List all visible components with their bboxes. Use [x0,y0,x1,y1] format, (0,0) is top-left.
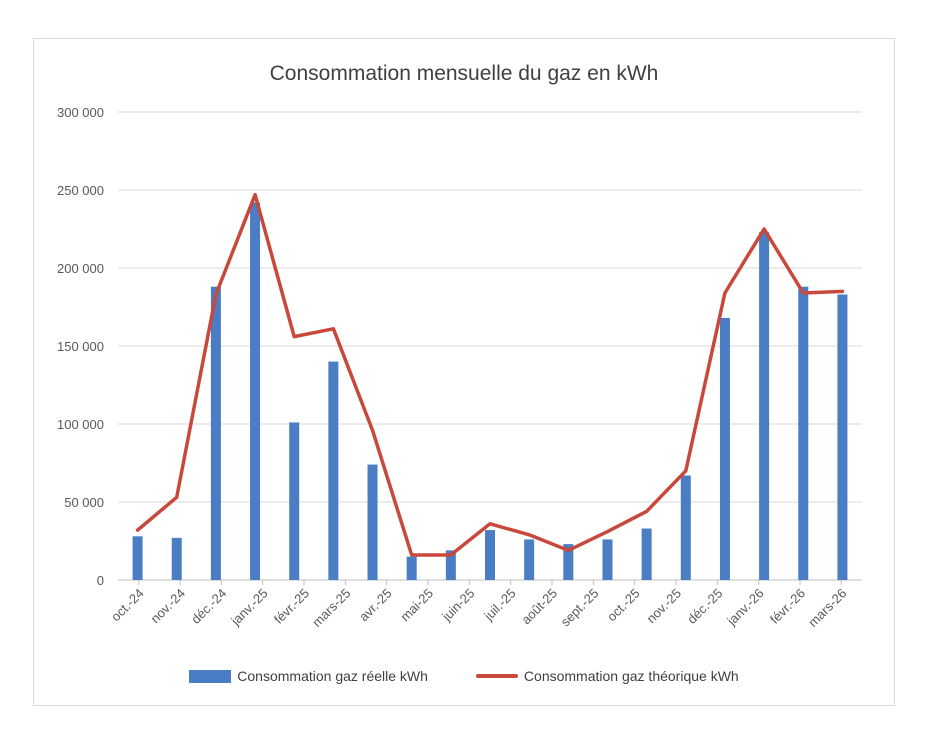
x-tick-label: oct.-24 [108,586,147,625]
x-tick-label: nov.-25 [644,586,685,627]
bar [367,464,378,580]
x-tick-label: oct.-25 [604,586,643,625]
chart-frame: Consommation mensuelle du gaz en kWh 0 50… [33,38,895,706]
legend: Consommation gaz réelle kWh Consommation… [34,668,894,684]
y-tick-label: 300 000 [57,105,104,120]
x-tick-label: déc.-25 [684,586,725,627]
legend-label-theorique: Consommation gaz théorique kWh [523,668,739,684]
bar [328,361,339,580]
y-tick-label: 0 [97,573,104,588]
line-series-theorique [135,192,845,557]
x-tick-label: mars-25 [309,586,353,630]
x-tick-label: nov.-24 [148,586,189,627]
legend-swatch-bar [189,669,232,683]
bar [406,556,417,580]
x-tick-label: janv.-26 [723,586,766,629]
x-tick-label: déc.-24 [188,586,229,627]
bar [445,550,456,580]
x-tick-label: sept.-25 [558,586,602,630]
bar [563,544,574,580]
x-tick-label: févr.-26 [767,586,808,627]
y-tick-label: 150 000 [57,339,104,354]
bar [641,528,652,580]
bar [719,317,730,580]
x-tick-label: janv.-25 [227,586,270,629]
x-tick-label: juil.-25 [480,586,518,624]
bar [171,537,182,580]
legend-item-reelle: Consommation gaz réelle kWh [189,668,428,684]
legend-item-theorique: Consommation gaz théorique kWh [475,668,739,684]
chart-plot: 0 50 000 100 000 150 000 200 000 250 000 300 0… [57,105,862,630]
y-tick-label: 50 000 [64,495,104,510]
x-tick-label: avr.-25 [356,586,395,625]
chart-title: Consommation mensuelle du gaz en kWh [269,62,659,85]
x-tick-label: août-25 [518,586,560,628]
bar [485,530,495,580]
legend-label-reelle: Consommation gaz réelle kWh [237,668,428,684]
bar [798,286,809,580]
x-tick-label: mai-25 [397,586,436,625]
bar [602,539,613,580]
bar [250,202,261,581]
x-tick-label: mars-26 [805,586,849,630]
bar [759,232,770,580]
y-tick-label: 100 000 [57,417,104,432]
bar [210,286,221,580]
bar [680,475,691,580]
y-tick-label: 250 000 [57,183,104,198]
legend-swatch-line [475,674,518,678]
y-tick-label: 200 000 [57,261,104,276]
x-tick-label: févr.-25 [271,586,312,627]
bar [289,422,300,580]
bar [132,536,143,580]
x-tick-label: juin-25 [439,586,478,625]
bar [837,294,848,580]
bar [524,539,535,580]
